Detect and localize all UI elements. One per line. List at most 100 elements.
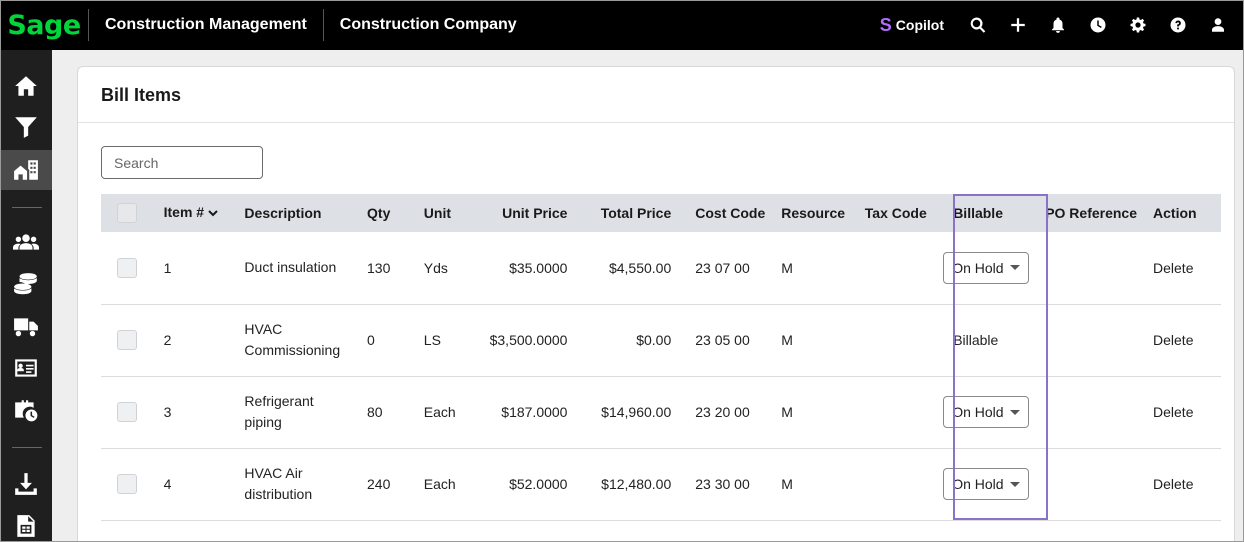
column-header-po-reference[interactable]: PO Reference bbox=[1045, 205, 1138, 221]
item-total-price: $12,480.00 bbox=[601, 476, 672, 492]
row-checkbox[interactable] bbox=[117, 330, 137, 350]
billable-dropdown[interactable]: On Hold bbox=[943, 251, 1030, 284]
table-header-row: Item # Description Qty Unit Unit Price T… bbox=[101, 194, 1221, 232]
table-row: 3 Refrigerant piping 80 Each $187.0000 $… bbox=[101, 376, 1221, 448]
item-cost-code: 23 30 00 bbox=[695, 476, 750, 492]
column-header-total-price[interactable]: Total Price bbox=[600, 205, 672, 221]
search-icon[interactable] bbox=[958, 0, 998, 50]
coins-icon[interactable] bbox=[0, 264, 52, 304]
item-qty: 130 bbox=[367, 259, 391, 276]
billable-cell: On Hold bbox=[939, 232, 1037, 304]
billable-value: On Hold bbox=[952, 259, 1004, 276]
item-unit-price: $3,500.0000 bbox=[489, 332, 568, 348]
billable-cell: On Hold bbox=[939, 448, 1037, 520]
buildings-icon[interactable] bbox=[0, 150, 52, 190]
help-icon[interactable] bbox=[1158, 0, 1198, 50]
item-qty: 240 bbox=[367, 476, 391, 492]
item-resource: M bbox=[781, 404, 793, 420]
truck-icon[interactable] bbox=[0, 306, 52, 346]
select-all-cell bbox=[101, 194, 156, 232]
sidebar bbox=[0, 50, 52, 542]
id-card-icon[interactable] bbox=[0, 348, 52, 388]
item-number: 4 bbox=[163, 476, 172, 492]
billable-dropdown[interactable]: On Hold bbox=[943, 396, 1030, 428]
column-header-cost-code[interactable]: Cost Code bbox=[695, 205, 766, 221]
panel-title: Bill Items bbox=[101, 85, 182, 105]
search-input[interactable] bbox=[101, 146, 263, 179]
delete-link[interactable]: Delete bbox=[1153, 332, 1194, 348]
panel-divider bbox=[78, 122, 1234, 123]
chevron-down-icon[interactable] bbox=[207, 206, 219, 222]
app-title[interactable]: Construction Management bbox=[105, 16, 307, 33]
item-unit: Each bbox=[423, 476, 456, 492]
billable-value: On Hold bbox=[952, 404, 1004, 420]
item-number: 3 bbox=[163, 404, 172, 420]
spreadsheet-icon[interactable] bbox=[0, 506, 52, 542]
caret-down-icon bbox=[1010, 481, 1021, 487]
item-resource: M bbox=[781, 476, 793, 492]
item-description: HVAC Commissioning bbox=[244, 321, 341, 358]
table-row: 2 HVAC Commissioning 0 LS $3,500.0000 $0… bbox=[101, 304, 1221, 376]
sidebar-divider bbox=[12, 207, 42, 208]
copilot-button[interactable]: S Copilot bbox=[880, 15, 944, 36]
item-unit-price: $52.0000 bbox=[509, 476, 568, 492]
table-row: 4 HVAC Air distribution 240 Each $52.000… bbox=[101, 448, 1221, 520]
user-icon[interactable] bbox=[1198, 0, 1238, 50]
copilot-label: Copilot bbox=[895, 17, 944, 33]
gear-icon[interactable] bbox=[1118, 0, 1158, 50]
item-total-price: $0.00 bbox=[636, 332, 672, 348]
item-description: Duct insulation bbox=[244, 259, 337, 276]
clock-icon[interactable] bbox=[1078, 0, 1118, 50]
column-header-resource[interactable]: Resource bbox=[781, 205, 846, 221]
column-header-qty[interactable]: Qty bbox=[367, 205, 391, 221]
bell-icon[interactable] bbox=[1038, 0, 1078, 50]
item-resource: M bbox=[781, 332, 793, 348]
table-row: 1 Duct insulation 130 Yds $35.0000 $4,55… bbox=[101, 232, 1221, 304]
item-tax-code bbox=[857, 376, 939, 448]
delete-link[interactable]: Delete bbox=[1153, 404, 1194, 420]
billable-cell: On Hold bbox=[939, 376, 1037, 448]
row-checkbox[interactable] bbox=[117, 474, 137, 494]
item-po-reference bbox=[1037, 304, 1145, 376]
copilot-icon: S bbox=[879, 14, 892, 35]
filter-icon[interactable] bbox=[0, 107, 52, 147]
plus-icon[interactable] bbox=[998, 0, 1038, 50]
item-description: Refrigerant piping bbox=[244, 393, 314, 430]
bill-items-panel: Bill Items Item # Description Qty Unit U… bbox=[77, 66, 1235, 542]
billable-dropdown[interactable]: On Hold bbox=[943, 468, 1030, 500]
column-header-unit[interactable]: Unit bbox=[423, 205, 451, 221]
item-total-price: $4,550.00 bbox=[608, 259, 672, 276]
item-cost-code: 23 05 00 bbox=[695, 332, 750, 348]
column-header-action[interactable]: Action bbox=[1153, 205, 1197, 221]
sage-logo[interactable]: Sage bbox=[7, 9, 81, 41]
people-icon[interactable] bbox=[0, 222, 52, 262]
billable-status: Billable bbox=[953, 332, 999, 348]
column-header-item[interactable]: Item # bbox=[156, 194, 237, 232]
delete-link[interactable]: Delete bbox=[1153, 476, 1194, 492]
item-qty: 80 bbox=[367, 404, 383, 420]
column-header-unit-price[interactable]: Unit Price bbox=[502, 205, 568, 221]
item-unit-price: $35.0000 bbox=[509, 259, 568, 276]
item-qty: 0 bbox=[367, 332, 375, 348]
header-divider bbox=[322, 9, 324, 41]
item-unit-price: $187.0000 bbox=[501, 404, 568, 420]
item-cost-code: 23 20 00 bbox=[695, 404, 750, 420]
delete-link[interactable]: Delete bbox=[1153, 259, 1194, 276]
top-bar: Sage Construction Management Constructio… bbox=[0, 0, 1244, 50]
company-name[interactable]: Construction Company bbox=[339, 16, 517, 33]
column-header-description[interactable]: Description bbox=[244, 205, 322, 221]
row-checkbox[interactable] bbox=[117, 402, 137, 422]
item-resource: M bbox=[781, 259, 793, 276]
column-header-tax-code[interactable]: Tax Code bbox=[864, 205, 927, 221]
home-icon[interactable] bbox=[0, 66, 52, 106]
download-icon[interactable] bbox=[0, 464, 52, 504]
briefcase-clock-icon[interactable] bbox=[0, 390, 52, 430]
row-checkbox[interactable] bbox=[117, 257, 137, 278]
item-description: HVAC Air distribution bbox=[244, 465, 313, 502]
bill-items-table: Item # Description Qty Unit Unit Price T… bbox=[101, 194, 1221, 540]
item-unit: LS bbox=[423, 332, 441, 348]
column-header-billable[interactable]: Billable bbox=[953, 205, 1003, 221]
row-select-cell bbox=[101, 376, 156, 448]
select-all-checkbox[interactable] bbox=[117, 203, 137, 223]
item-number: 2 bbox=[163, 332, 172, 348]
